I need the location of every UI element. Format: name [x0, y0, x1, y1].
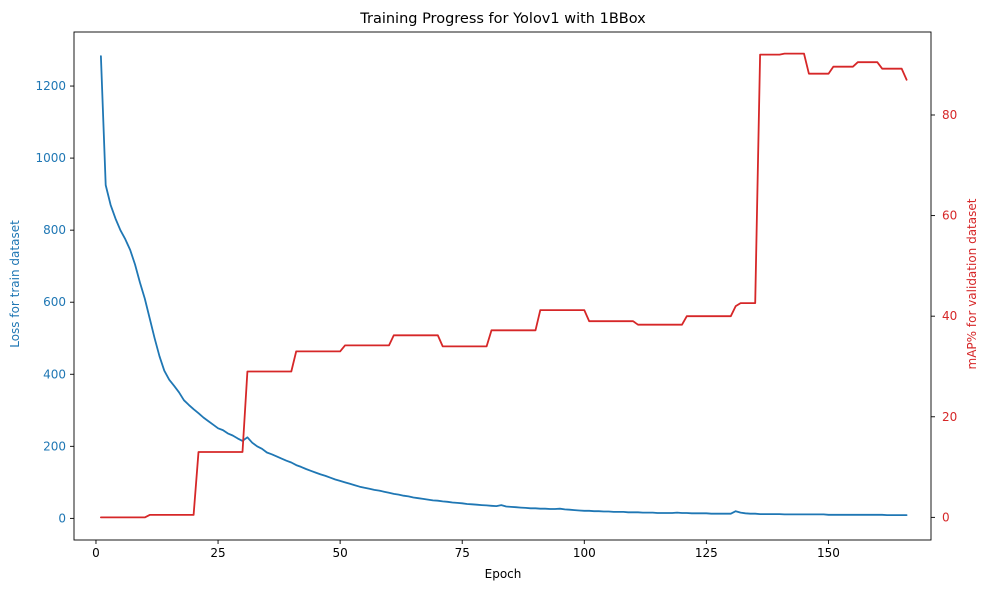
left-tick-label: 400 — [43, 367, 66, 381]
plot-area — [100, 52, 908, 519]
left-axis-ticks: 0 200 400 600 800 1000 1200 — [35, 79, 74, 525]
axes-frame — [73, 31, 932, 541]
x-tick-label: 25 — [210, 546, 225, 560]
x-tick-label: 75 — [455, 546, 470, 560]
x-tick-label: 125 — [695, 546, 718, 560]
chart-title: Training Progress for Yolov1 with 1BBox — [359, 11, 646, 27]
loss-series-line — [100, 55, 908, 516]
left-tick-label: 800 — [43, 223, 66, 237]
left-tick-label: 600 — [43, 295, 66, 309]
right-tick-label: 80 — [942, 108, 957, 122]
left-tick-label: 1200 — [35, 79, 66, 93]
x-axis-ticks: 0 25 50 75 100 125 150 — [92, 540, 840, 560]
right-tick-label: 0 — [942, 510, 950, 524]
x-tick-label: 0 — [92, 546, 100, 560]
x-tick-label: 50 — [332, 546, 347, 560]
left-axis-title: Loss for train dataset — [8, 220, 22, 348]
right-tick-label: 40 — [942, 309, 957, 323]
right-tick-label: 20 — [942, 410, 957, 424]
left-tick-label: 200 — [43, 439, 66, 453]
x-tick-label: 100 — [573, 546, 596, 560]
map-series-line — [100, 52, 908, 519]
x-axis-title: Epoch — [485, 567, 522, 581]
x-tick-label: 150 — [817, 546, 840, 560]
right-axis-ticks: 0 20 40 60 80 — [931, 108, 957, 524]
left-tick-label: 1000 — [35, 151, 66, 165]
right-tick-label: 60 — [942, 209, 957, 223]
right-axis-title: mAP% for validation dataset — [965, 198, 979, 369]
left-tick-label: 0 — [58, 511, 66, 525]
